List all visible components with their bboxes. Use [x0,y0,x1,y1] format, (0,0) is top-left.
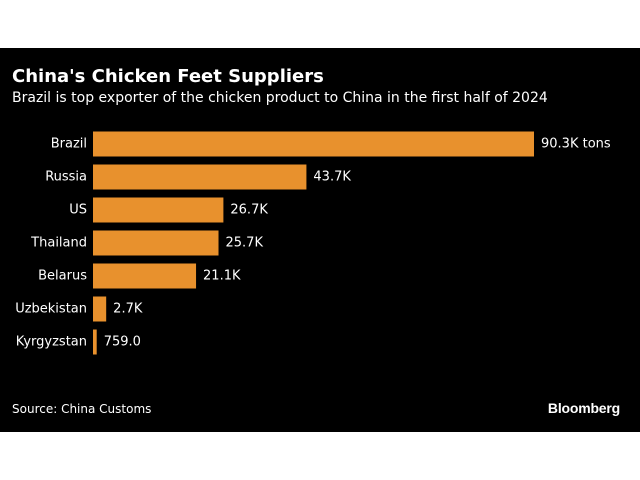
bar-chart: Brazil 90.3K tons Russia 43.7K US 26.7K Thaila… [15,131,611,355]
chart-panel: China's Chicken Feet Suppliers Brazil is… [0,48,640,432]
bar-kyrgyzstan [93,329,97,355]
value-label-uzbekistan: 2.7K [113,302,143,317]
value-label-thailand: 25.7K [226,236,264,251]
category-label-us: US [69,203,87,218]
category-label-russia: Russia [45,170,87,185]
bar-brazil [93,131,534,157]
category-label-belarus: Belarus [38,269,87,284]
bar-us [93,197,224,223]
source-note: Source: China Customs [12,402,152,416]
value-label-us: 26.7K [230,203,268,218]
category-label-thailand: Thailand [30,236,87,251]
value-label-kyrgyzstan: 759.0 [104,335,141,350]
category-label-kyrgyzstan: Kyrgyzstan [16,335,87,350]
value-label-belarus: 21.1K [203,269,241,284]
bar-russia [93,164,307,190]
category-label-uzbekistan: Uzbekistan [15,302,87,317]
chart-subtitle: Brazil is top exporter of the chicken pr… [12,90,548,106]
bloomberg-logo: Bloomberg [547,400,620,416]
bar-uzbekistan [93,296,107,322]
chart-title: China's Chicken Feet Suppliers [12,66,324,87]
bar-thailand [93,230,219,256]
value-label-brazil: 90.3K tons [541,137,611,152]
category-label-brazil: Brazil [51,137,87,152]
value-label-russia: 43.7K [313,170,351,185]
bar-belarus [93,263,197,289]
